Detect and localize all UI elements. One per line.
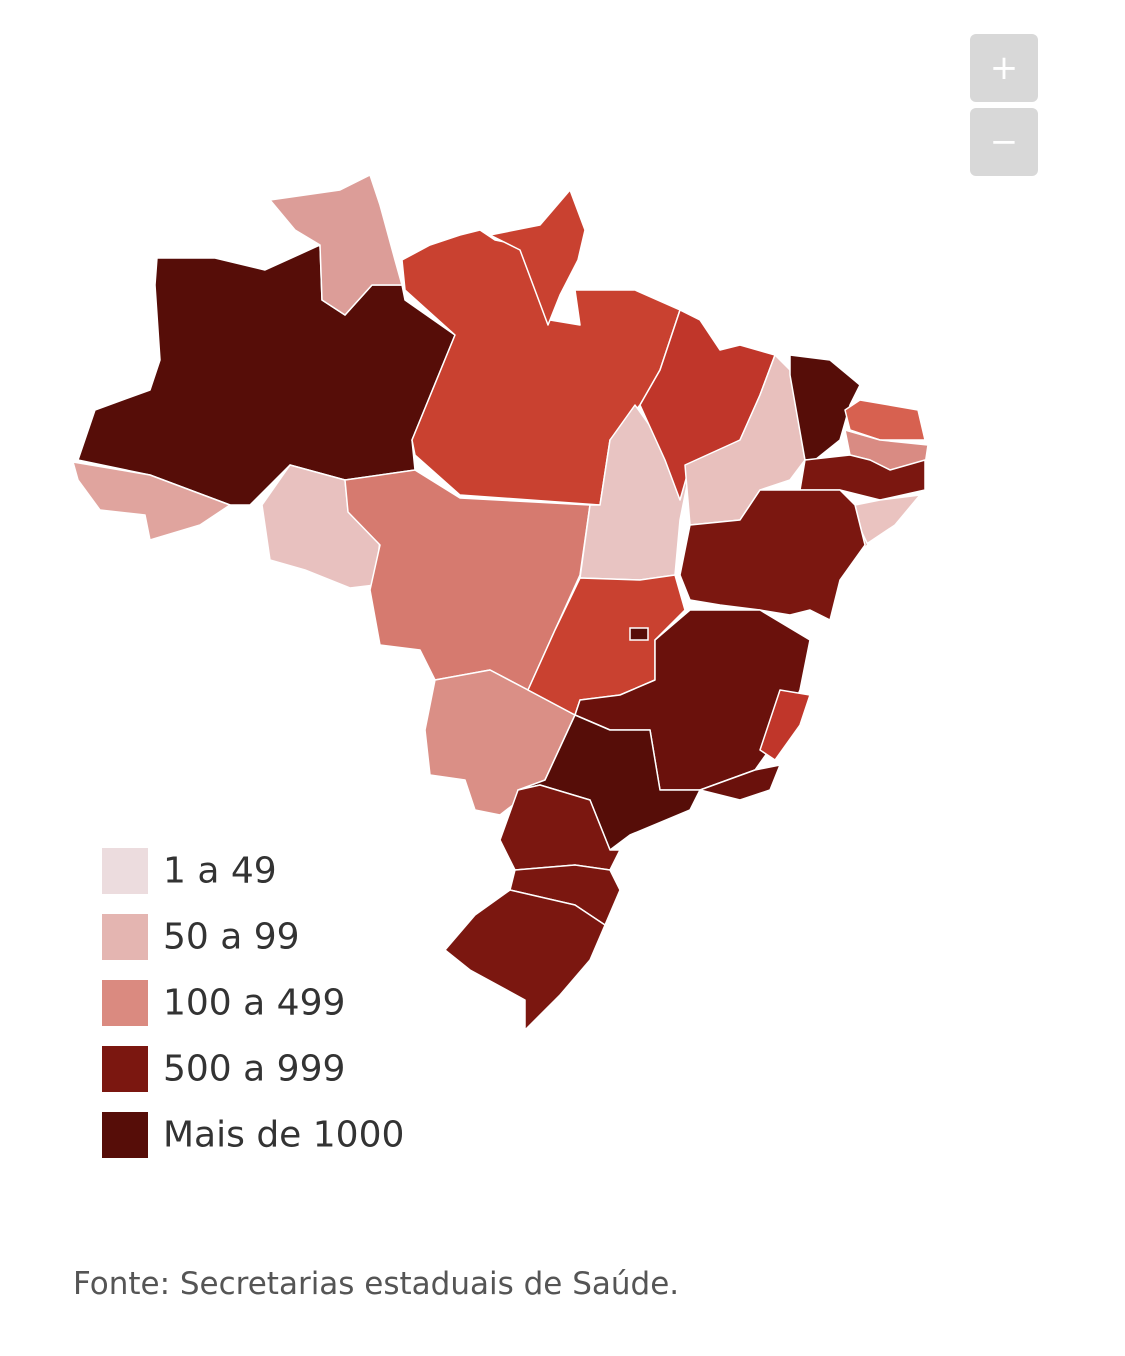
map	[72, 174, 929, 1031]
zoom-in[interactable]: +	[970, 34, 1038, 102]
state[interactable]	[499, 784, 621, 871]
state[interactable]	[269, 174, 403, 316]
legend-swatch	[102, 980, 148, 1026]
legend-swatch	[102, 1046, 148, 1092]
zoom-out-button[interactable]	[970, 108, 1038, 176]
legend-swatch	[102, 914, 148, 960]
federal-district[interactable]	[629, 627, 649, 641]
state[interactable]	[759, 689, 811, 761]
legend-label: 100 a 499	[163, 983, 345, 1024]
zoom-in-label: +	[990, 48, 1019, 88]
legend: 1 a 49 50 a 99 100 a 499 500 a 999 Mais de 1…	[102, 848, 404, 1158]
state[interactable]	[699, 764, 781, 801]
state[interactable]	[679, 489, 866, 621]
legend-label: Mais de 1000	[163, 1115, 404, 1156]
legend-swatch	[102, 848, 148, 894]
state[interactable]	[72, 461, 231, 541]
legend-swatch	[102, 1112, 148, 1158]
source: Fonte: Secretarias estaduais de Saúde.	[73, 1266, 679, 1302]
legend-label: 1 a 49	[163, 851, 277, 892]
state[interactable]	[789, 354, 861, 461]
state[interactable]	[489, 189, 586, 326]
legend-label: 50 a 99	[163, 917, 300, 958]
legend-label: 500 a 999	[163, 1049, 345, 1090]
zoom-in-button[interactable]	[970, 34, 1038, 102]
state[interactable]	[444, 889, 606, 1031]
zoom-out-label: −	[990, 122, 1019, 162]
zoom-out[interactable]: −	[970, 108, 1038, 176]
state[interactable]	[424, 669, 576, 816]
